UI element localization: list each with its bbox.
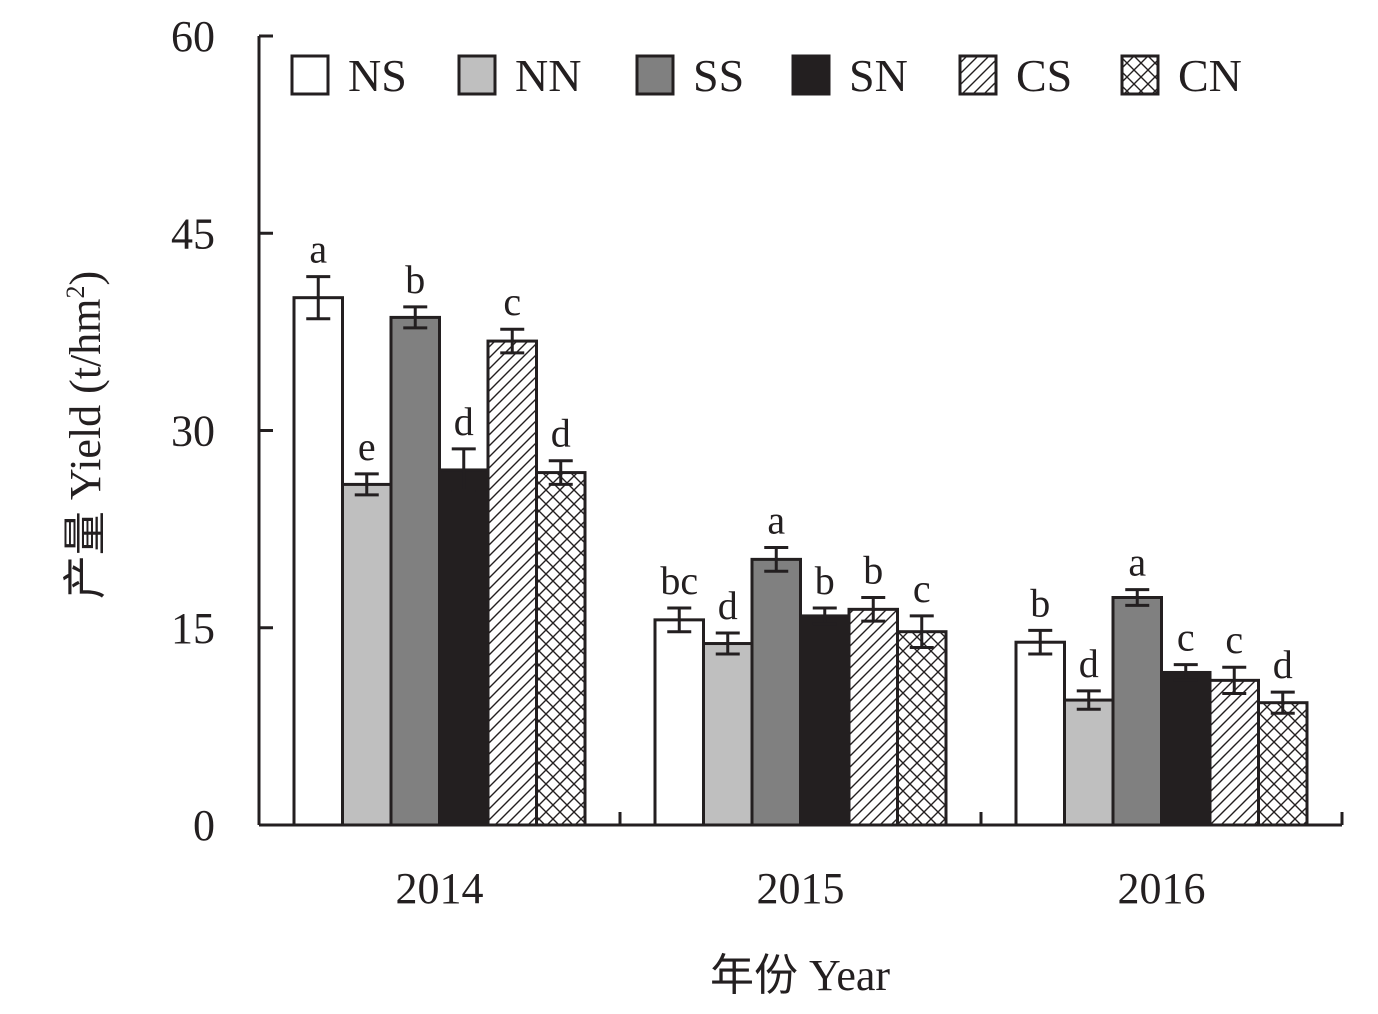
axes-layer: 0 15 30 45 60 2014 2015 2016 <box>171 12 1344 913</box>
significance-label-sn-2015: b <box>815 558 835 603</box>
legend-label-ns: NS <box>348 50 407 101</box>
legend-label-sn: SN <box>849 50 908 101</box>
legend-swatch-cn <box>1120 54 1160 96</box>
legend-item-nn: NN <box>457 50 581 101</box>
significance-label-ss-2016: a <box>1128 540 1146 585</box>
y-tick-label-45: 45 <box>171 209 215 258</box>
significance-label-cn-2015: c <box>913 566 931 611</box>
significance-label-ns-2016: b <box>1030 580 1050 625</box>
error-bar-cn-2015 <box>909 614 934 649</box>
legend-label-ss: SS <box>693 50 744 101</box>
significance-label-cs-2016: c <box>1225 617 1243 662</box>
bar-nn-2014 <box>341 482 393 827</box>
bar-ns-2014 <box>292 296 344 827</box>
y-axis-title-main: 产量 Yield (t/hm <box>61 299 110 600</box>
legend-swatch-sn <box>791 54 831 96</box>
y-tick-label-0: 0 <box>193 801 215 850</box>
significance-label-nn-2016: d <box>1079 641 1099 686</box>
significance-label-cs-2015: b <box>863 548 883 593</box>
bar-cs-2015 <box>847 607 899 827</box>
bar-cs-2016 <box>1208 678 1260 827</box>
bar-nn-2016 <box>1063 698 1115 827</box>
legend-label-cs: CS <box>1016 50 1072 101</box>
y-tick-label-30: 30 <box>171 407 215 456</box>
legend-swatch-ns <box>290 54 330 96</box>
error-bar-sn-2016 <box>1173 663 1198 682</box>
significance-label-sn-2016: c <box>1177 615 1195 660</box>
significance-label-nn-2014: e <box>358 424 376 469</box>
error-bar-ss-2015 <box>764 546 789 573</box>
legend-item-ns: NS <box>290 50 407 101</box>
error-bar-sn-2015 <box>812 606 837 626</box>
x-tick-label-2016: 2016 <box>1118 864 1206 913</box>
x-axis-title: 年份 Year <box>710 951 890 1000</box>
error-bar-nn-2016 <box>1076 689 1101 711</box>
bar-sn-2014 <box>438 468 490 827</box>
x-tick-label-2015: 2015 <box>757 864 845 913</box>
legend-label-nn: NN <box>515 50 581 101</box>
error-bar-nn-2015 <box>715 631 740 656</box>
error-bar-nn-2014 <box>354 472 379 497</box>
legend-swatch-ss <box>635 54 675 96</box>
y-tick-label-15: 15 <box>171 604 215 653</box>
error-bar-sn-2014 <box>451 447 476 493</box>
bar-cn-2016 <box>1257 701 1309 827</box>
significance-label-cn-2014: d <box>551 411 571 456</box>
legend-item-cn: CN <box>1120 50 1242 101</box>
bar-ss-2014 <box>389 315 441 827</box>
y-tick-label-60: 60 <box>171 12 215 61</box>
legend-item-sn: SN <box>791 50 908 101</box>
error-bar-cn-2016 <box>1270 690 1295 715</box>
error-bar-cs-2016 <box>1222 665 1247 695</box>
bar-ss-2015 <box>750 557 802 827</box>
significance-label-sn-2014: d <box>454 399 474 444</box>
y-axis-title: 产量 Yield (t/hm2) <box>61 271 110 599</box>
significance-label-cn-2016: d <box>1273 642 1293 687</box>
error-bar-cs-2015 <box>861 596 886 623</box>
error-bar-ns-2015 <box>667 606 692 634</box>
legend-item-cs: CS <box>958 50 1072 101</box>
error-bar-ns-2016 <box>1028 628 1053 656</box>
error-bar-ns-2014 <box>306 275 331 321</box>
error-bar-cs-2014 <box>500 327 525 355</box>
bar-cs-2014 <box>486 339 538 827</box>
legend-item-ss: SS <box>635 50 744 101</box>
error-bar-ss-2014 <box>403 305 428 330</box>
significance-label-ns-2015: bc <box>660 558 698 603</box>
significance-label-nn-2015: d <box>718 583 738 628</box>
bar-nn-2015 <box>702 642 754 827</box>
significance-label-cs-2014: c <box>503 279 521 324</box>
significance-label-ns-2014: a <box>309 227 327 272</box>
bar-sn-2015 <box>799 614 851 827</box>
bar-ns-2015 <box>653 618 705 827</box>
bar-ss-2016 <box>1111 596 1163 827</box>
bar-cn-2014 <box>535 471 587 827</box>
error-bar-ss-2016 <box>1125 588 1150 607</box>
legend-label-cn: CN <box>1178 50 1242 101</box>
bar-ns-2016 <box>1014 640 1066 827</box>
legend: NS NN SS SN CS CN <box>290 50 1242 101</box>
x-tick-label-2014: 2014 <box>396 864 484 913</box>
y-axis-title-close: ) <box>61 271 110 286</box>
legend-swatch-cs <box>958 54 998 96</box>
significance-label-ss-2014: b <box>405 257 425 302</box>
legend-swatch-nn <box>457 54 497 96</box>
bar-sn-2016 <box>1160 670 1212 827</box>
bar-cn-2015 <box>896 630 948 827</box>
significance-label-ss-2015: a <box>767 498 785 543</box>
y-axis-title-superscript: 2 <box>61 286 90 299</box>
error-bar-cn-2014 <box>548 459 573 486</box>
